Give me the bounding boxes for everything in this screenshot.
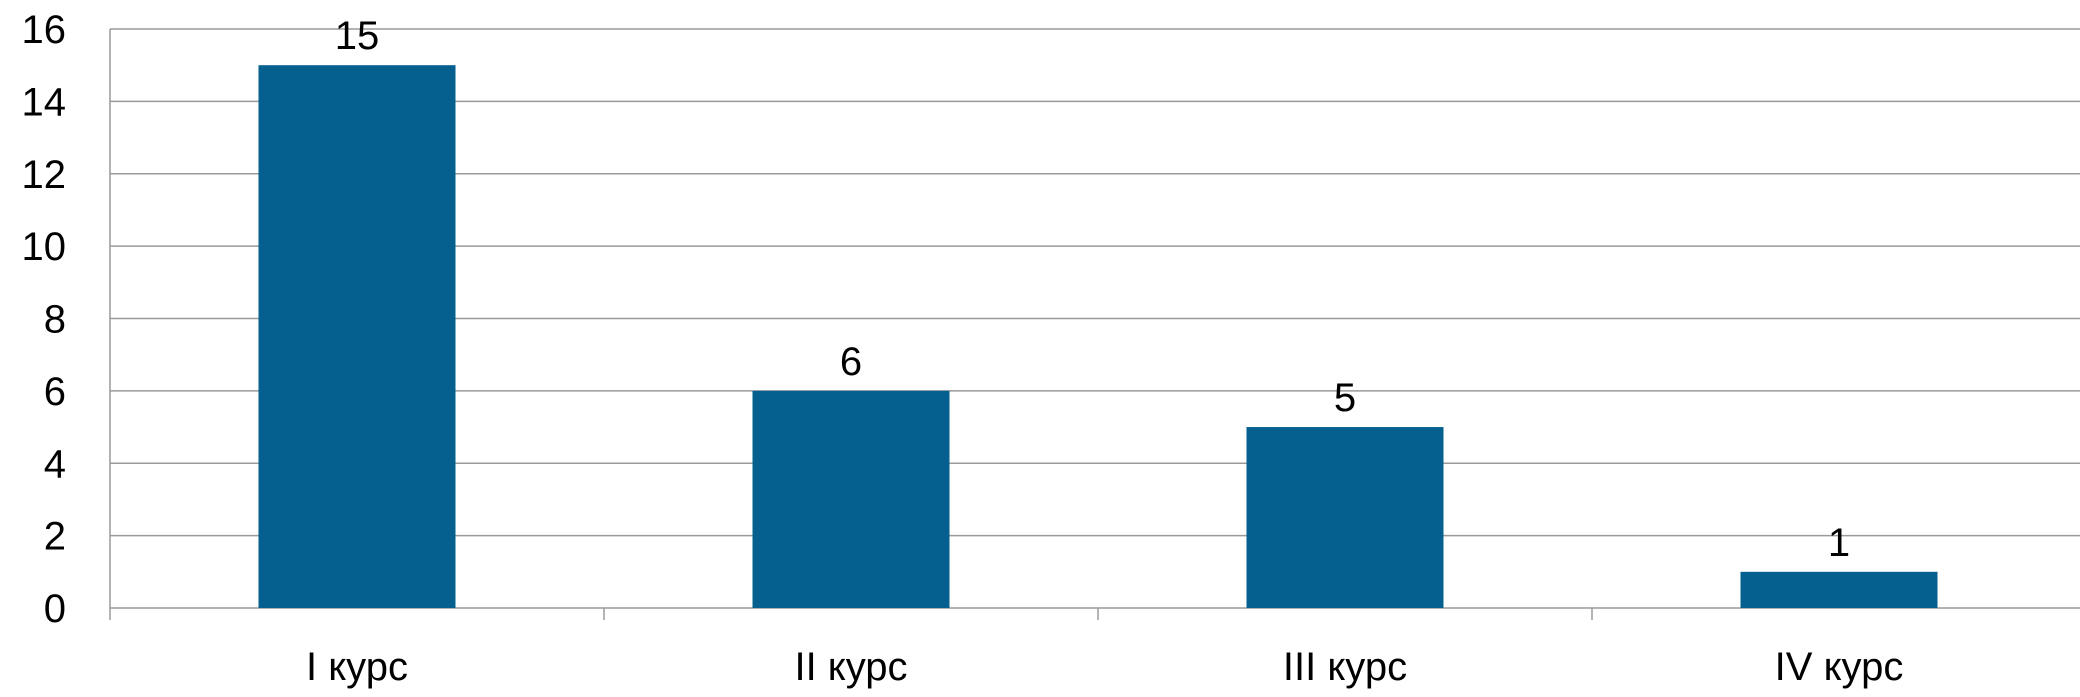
bar xyxy=(752,390,950,608)
y-tick-label: 12 xyxy=(22,153,67,197)
y-tick-label: 0 xyxy=(44,587,66,631)
y-axis-tick-labels: 0 2 4 6 8 10 12 14 16 xyxy=(22,8,67,631)
y-tick-label: 4 xyxy=(44,442,66,486)
x-axis-category-labels: I курс II курс III курс IV курс xyxy=(306,645,1903,689)
y-tick-label: 2 xyxy=(44,515,66,559)
data-labels: 15 6 5 1 xyxy=(335,14,1850,565)
category-label: I курс xyxy=(306,645,408,689)
y-tick-label: 10 xyxy=(22,225,67,269)
y-tick-label: 16 xyxy=(22,8,67,52)
category-label: IV курс xyxy=(1775,645,1904,689)
data-label: 6 xyxy=(840,340,862,384)
y-tick-label: 6 xyxy=(44,370,66,414)
y-tick-label: 8 xyxy=(44,298,66,342)
bars xyxy=(258,65,1938,608)
data-label: 5 xyxy=(1334,376,1356,420)
bar xyxy=(1246,427,1444,608)
data-label: 15 xyxy=(335,14,380,58)
y-tick-label: 14 xyxy=(22,80,67,124)
bar xyxy=(1740,571,1938,608)
category-label: II курс xyxy=(794,645,907,689)
data-label: 1 xyxy=(1828,521,1850,565)
category-label: III курс xyxy=(1283,645,1407,689)
bar xyxy=(258,65,456,608)
